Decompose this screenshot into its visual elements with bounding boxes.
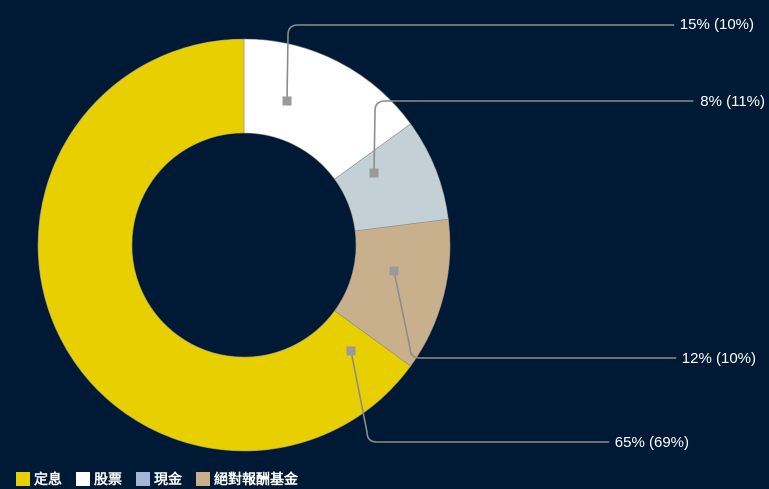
legend-swatch <box>196 472 210 486</box>
callout-label-equities: 15% (10%) <box>680 16 754 33</box>
leader-line-absolute-return <box>393 270 677 359</box>
callout-label-absolute-return: 12% (10%) <box>682 350 756 367</box>
legend-swatch <box>76 472 90 486</box>
callout-label-fixed-income: 65% (69%) <box>615 434 689 451</box>
callouts-group: 15% (10%) 8% (11%) 12% (10%) 65% (69%) <box>282 16 765 451</box>
leader-line-fixed-income <box>350 350 610 443</box>
callout-marker-fixed-income <box>346 346 356 356</box>
legend-label: 定息 <box>34 472 62 488</box>
legend-label: 絕對報酬基金 <box>214 472 298 488</box>
legend-item-fixed-income[interactable]: 定息 <box>16 469 62 489</box>
legend-label: 現金 <box>154 472 182 488</box>
legend-item-cash[interactable]: 現金 <box>136 469 182 489</box>
callout-marker-absolute-return <box>389 266 399 276</box>
legend: 定息 股票 現金 絕對報酬基金 <box>16 470 298 488</box>
callout-marker-cash <box>369 168 379 178</box>
callout-marker-equities <box>282 96 292 106</box>
legend-item-absolute-return[interactable]: 絕對報酬基金 <box>196 469 298 489</box>
legend-item-equities[interactable]: 股票 <box>76 469 122 489</box>
leader-line-cash <box>373 100 694 174</box>
slice-equities[interactable] <box>243 38 412 180</box>
legend-label: 股票 <box>94 472 122 488</box>
legend-swatch <box>136 472 150 486</box>
legend-swatch <box>16 472 30 486</box>
leader-line-equities <box>286 24 675 102</box>
slices-group <box>37 38 451 452</box>
callout-label-cash: 8% (11%) <box>700 93 765 110</box>
slice-fixed-income[interactable] <box>37 38 412 452</box>
